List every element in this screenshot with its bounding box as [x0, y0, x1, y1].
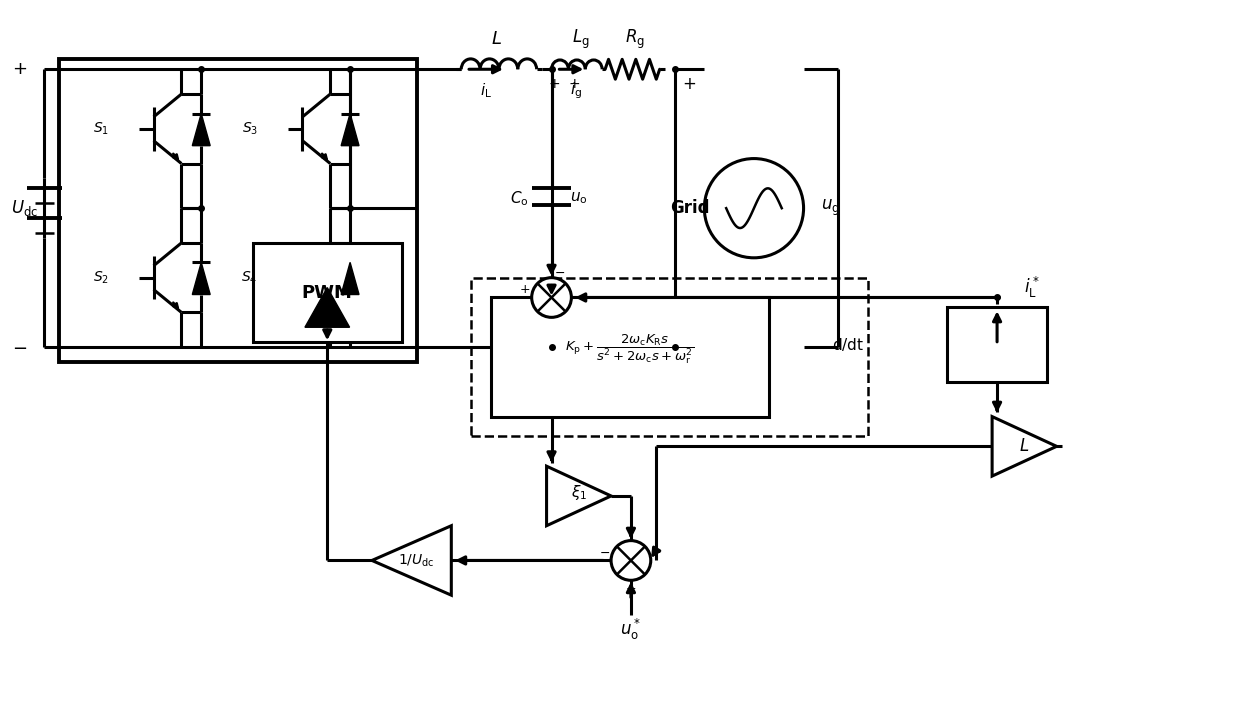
Text: $U_{\rm dc}$: $U_{\rm dc}$: [11, 198, 38, 218]
Circle shape: [532, 278, 572, 318]
Polygon shape: [547, 466, 611, 526]
Text: $-$: $-$: [568, 325, 580, 339]
Polygon shape: [992, 417, 1056, 476]
Bar: [491, 297, 769, 417]
Polygon shape: [192, 262, 210, 295]
Text: $u_{\rm o}$: $u_{\rm o}$: [570, 191, 588, 206]
Text: $L_{\rm g}$: $L_{\rm g}$: [573, 28, 590, 51]
Text: $+$: $+$: [682, 75, 697, 93]
Text: $1/U_{\rm dc}$: $1/U_{\rm dc}$: [398, 552, 435, 569]
Bar: [60, 59, 417, 362]
Text: $-$: $-$: [682, 323, 697, 342]
Text: $-$: $-$: [599, 546, 610, 559]
Text: $+$: $+$: [625, 582, 636, 595]
Text: Grid: Grid: [670, 199, 709, 217]
Text: $\xi_1$: $\xi_1$: [570, 484, 587, 503]
Text: $L$: $L$: [491, 30, 502, 48]
Bar: [947, 308, 1047, 382]
Text: $K_{\rm p}+\dfrac{2\omega_{\rm c}K_{\rm R}s}{s^2+2\omega_{\rm c}s+\omega_{\rm r}: $K_{\rm p}+\dfrac{2\omega_{\rm c}K_{\rm …: [565, 332, 694, 366]
Text: $i_{\rm g}$: $i_{\rm g}$: [570, 81, 583, 101]
Text: $-$: $-$: [554, 266, 565, 279]
Text: $+$: $+$: [650, 546, 661, 559]
Polygon shape: [372, 526, 451, 595]
Text: $S_4$: $S_4$: [242, 269, 258, 286]
Polygon shape: [305, 287, 350, 327]
Text: $\rm d/dt$: $\rm d/dt$: [832, 336, 864, 353]
Text: $i_{\rm L}$: $i_{\rm L}$: [480, 82, 492, 100]
Text: $S_2$: $S_2$: [93, 269, 109, 286]
Text: $C_{\rm o}$: $C_{\rm o}$: [511, 189, 529, 208]
Circle shape: [704, 159, 804, 258]
Text: $+$: $+$: [568, 77, 580, 91]
Polygon shape: [341, 113, 360, 146]
Text: $+$: $+$: [520, 283, 531, 296]
Bar: [253, 243, 402, 342]
Text: $S_3$: $S_3$: [242, 121, 258, 137]
Text: PWM: PWM: [301, 284, 352, 302]
Circle shape: [611, 541, 651, 580]
Text: $S_1$: $S_1$: [93, 121, 109, 137]
Polygon shape: [341, 262, 360, 295]
Polygon shape: [192, 113, 210, 146]
Text: $-$: $-$: [12, 338, 27, 356]
Text: $u_{\rm g}$: $u_{\rm g}$: [821, 198, 841, 218]
Text: $+$: $+$: [548, 77, 560, 91]
Text: $i_{\rm L}^*$: $i_{\rm L}^*$: [1024, 275, 1039, 300]
Text: $R_{\rm g}$: $R_{\rm g}$: [625, 28, 645, 51]
Text: $u_{\rm o}^*$: $u_{\rm o}^*$: [620, 617, 641, 643]
Text: $L$: $L$: [1019, 438, 1029, 456]
Bar: [471, 278, 868, 436]
Text: $+$: $+$: [12, 60, 27, 78]
